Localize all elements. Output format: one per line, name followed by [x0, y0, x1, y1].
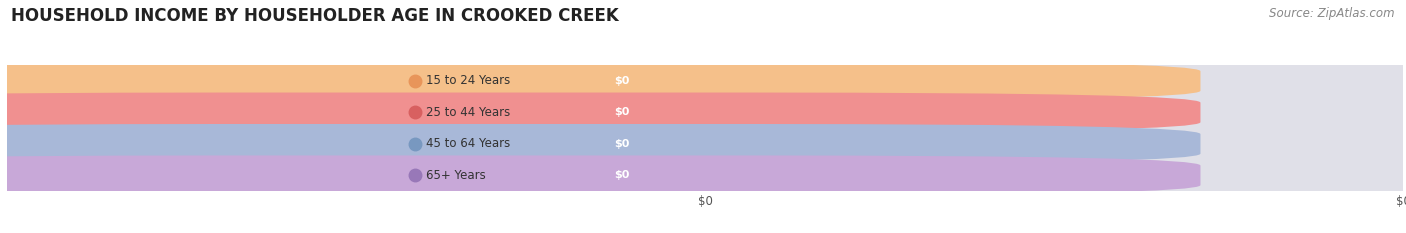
- Text: 45 to 64 Years: 45 to 64 Years: [426, 137, 510, 150]
- FancyBboxPatch shape: [0, 155, 662, 195]
- FancyBboxPatch shape: [0, 155, 1406, 195]
- Text: Source: ZipAtlas.com: Source: ZipAtlas.com: [1270, 7, 1395, 20]
- FancyBboxPatch shape: [0, 155, 1201, 195]
- FancyBboxPatch shape: [0, 124, 662, 164]
- Text: $0: $0: [614, 76, 630, 86]
- Text: $0: $0: [614, 170, 630, 180]
- FancyBboxPatch shape: [0, 93, 1406, 132]
- FancyBboxPatch shape: [0, 61, 1201, 101]
- Text: HOUSEHOLD INCOME BY HOUSEHOLDER AGE IN CROOKED CREEK: HOUSEHOLD INCOME BY HOUSEHOLDER AGE IN C…: [11, 7, 619, 25]
- FancyBboxPatch shape: [7, 160, 1403, 191]
- FancyBboxPatch shape: [0, 93, 1201, 132]
- FancyBboxPatch shape: [0, 61, 1406, 101]
- FancyBboxPatch shape: [0, 93, 662, 132]
- FancyBboxPatch shape: [0, 61, 662, 101]
- FancyBboxPatch shape: [7, 65, 1403, 96]
- FancyBboxPatch shape: [7, 128, 1403, 159]
- Text: 65+ Years: 65+ Years: [426, 169, 486, 182]
- FancyBboxPatch shape: [0, 124, 1406, 164]
- Text: $0: $0: [614, 139, 630, 149]
- FancyBboxPatch shape: [7, 97, 1403, 128]
- FancyBboxPatch shape: [0, 124, 1201, 164]
- Text: 25 to 44 Years: 25 to 44 Years: [426, 106, 510, 119]
- Text: $0: $0: [614, 107, 630, 117]
- Text: 15 to 24 Years: 15 to 24 Years: [426, 75, 510, 87]
